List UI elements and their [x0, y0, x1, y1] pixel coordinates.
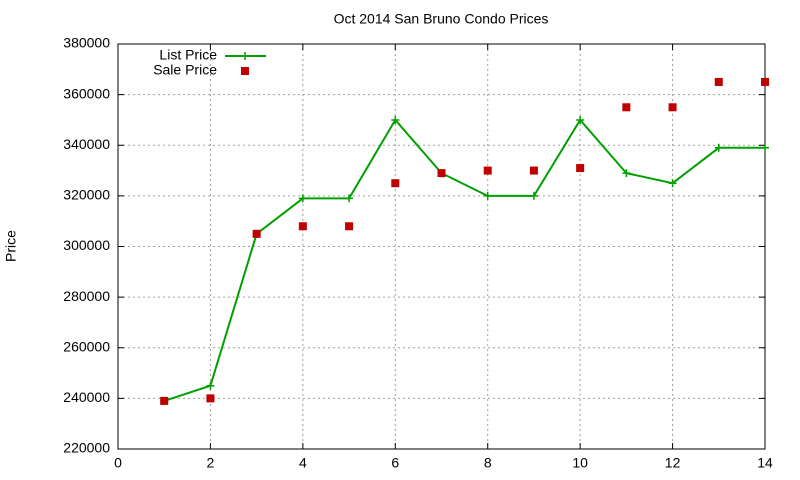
x-tick-label: 10	[572, 455, 588, 471]
x-tick-label: 0	[114, 455, 122, 471]
legend-label: List Price	[159, 47, 217, 63]
y-tick-label: 340000	[63, 136, 110, 152]
y-tick-label: 300000	[63, 237, 110, 253]
y-tick-label: 220000	[63, 440, 110, 456]
y-tick-label: 380000	[63, 35, 110, 51]
point-marker	[483, 191, 492, 200]
point-marker	[714, 143, 723, 152]
point-marker	[622, 103, 631, 112]
y-tick-label: 240000	[63, 389, 110, 405]
y-tick-label: 320000	[63, 187, 110, 203]
point-marker	[206, 394, 215, 403]
point-marker	[206, 381, 215, 390]
point-marker	[576, 115, 585, 124]
point-marker	[483, 166, 492, 175]
point-marker	[345, 222, 354, 231]
x-tick-label: 12	[665, 455, 681, 471]
point-marker	[622, 169, 631, 178]
x-tick-label: 14	[757, 455, 773, 471]
point-marker	[437, 169, 446, 178]
y-tick-label: 360000	[63, 85, 110, 101]
point-marker	[668, 103, 677, 112]
point-marker	[761, 143, 769, 152]
point-marker	[345, 194, 354, 203]
series-line	[163, 118, 765, 402]
legend-swatch	[241, 52, 249, 60]
point-marker	[298, 222, 307, 231]
point-marker	[761, 77, 769, 86]
legend-label: Sale Price	[153, 62, 217, 78]
point-marker	[252, 229, 261, 238]
point-marker	[529, 166, 538, 175]
point-marker	[668, 179, 677, 188]
legend-swatch	[241, 67, 249, 75]
y-tick-label: 280000	[63, 288, 110, 304]
x-tick-label: 6	[391, 455, 399, 471]
x-tick-label: 8	[484, 455, 492, 471]
point-marker	[391, 179, 400, 188]
point-marker	[714, 77, 723, 86]
plot-frame	[117, 43, 766, 450]
y-tick-label: 260000	[63, 338, 110, 354]
x-tick-label: 2	[207, 455, 215, 471]
point-marker	[160, 396, 169, 405]
point-marker	[391, 115, 400, 124]
point-marker	[298, 194, 307, 203]
point-marker	[529, 191, 538, 200]
x-tick-label: 4	[299, 455, 307, 471]
y-axis-label: Price	[3, 230, 19, 262]
chart-title: Oct 2014 San Bruno Condo Prices	[334, 11, 549, 27]
point-marker	[576, 164, 585, 173]
